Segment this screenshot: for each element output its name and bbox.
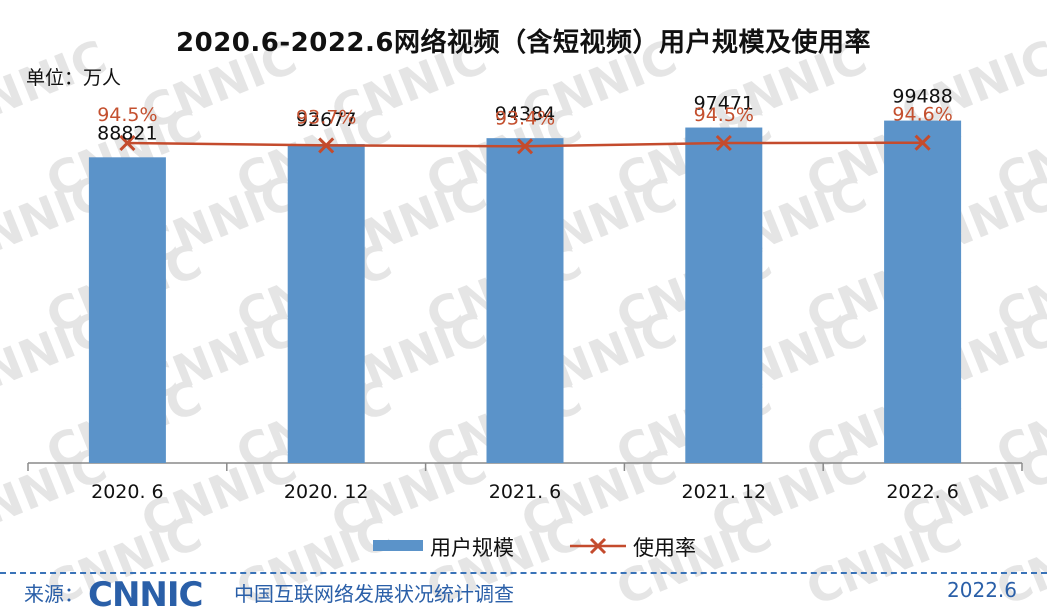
usage-rate-label-2: 93.4% (495, 107, 555, 129)
watermark-text-53: CNNIC (799, 506, 969, 616)
legend-line-label: 使用率 (633, 536, 696, 560)
axis-layer (27, 462, 1023, 471)
usage-rate-marker-3 (715, 134, 732, 152)
bar-2 (486, 138, 564, 463)
usage-rate-label-0: 94.5% (97, 104, 157, 126)
org-name: 中国互联网络发展状况统计调查 (234, 582, 514, 606)
cnnic-logo-text: CNNIC (88, 575, 202, 612)
x-tick-label-4: 2022. 6 (886, 481, 959, 503)
unit-label: 单位：万人 (26, 67, 122, 89)
usage-rate-marker-1 (318, 137, 335, 154)
bar-value-label-4: 99488 (892, 86, 952, 108)
bar-value-label-3: 97471 (694, 93, 754, 115)
usage-rate-marker-4 (914, 134, 931, 151)
bar-1 (287, 144, 365, 463)
bar-3 (685, 127, 763, 464)
usage-rate-label-3: 94.5% (694, 104, 754, 126)
bar-4 (884, 120, 962, 464)
legend-bar-swatch (373, 540, 423, 551)
bar-value-label-0: 88821 (97, 122, 157, 144)
cnnic-logo: CNNIC (88, 575, 203, 612)
bar-value-label-1: 92677 (296, 109, 356, 131)
bar-layer (88, 120, 962, 464)
usage-rate-marker-0 (119, 134, 136, 152)
source-label: 来源： (24, 582, 84, 606)
usage-rate-label-1: 93.7% (296, 106, 356, 128)
legend-line-swatch (570, 537, 626, 555)
footer-date: 2022.6 (947, 578, 1017, 602)
line-layer (119, 134, 931, 155)
x-tick-label-2: 2021. 6 (489, 481, 562, 503)
bar-0 (88, 157, 166, 463)
x-tick-label-0: 2020. 6 (91, 481, 164, 503)
footer-divider (0, 572, 1047, 574)
legend-bar-label: 用户规模 (430, 536, 514, 560)
x-tick-label-1: 2020. 12 (284, 481, 369, 503)
x-tick-label-3: 2021. 12 (681, 481, 766, 503)
label-layer: 2020. 6 2020. 12 2021. 6 2021. 12 2022. 6 888… (91, 86, 959, 503)
usage-rate-label-4: 94.6% (892, 104, 952, 126)
chart-title: 2020.6-2022.6网络视频（含短视频）用户规模及使用率 (176, 28, 871, 58)
bar-value-label-2: 94384 (495, 103, 555, 125)
usage-rate-marker-2 (516, 138, 534, 155)
